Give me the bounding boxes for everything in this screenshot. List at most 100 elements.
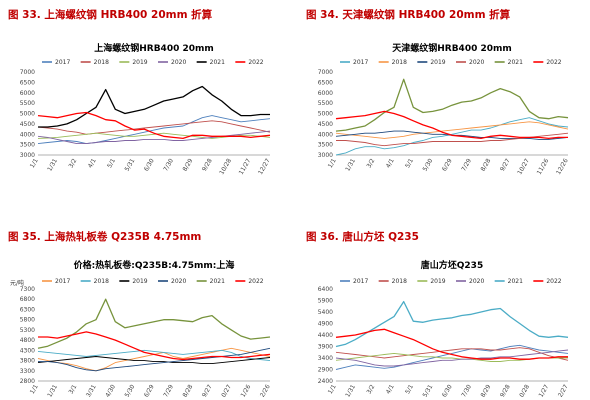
x-tick-label: 5/1 [404, 383, 415, 395]
y-tick-label: 2800 [20, 378, 35, 385]
x-tick-label: 5/1 [404, 157, 415, 169]
x-tick-label: 9/28 [201, 157, 214, 172]
legend-label-2020: 2020 [171, 278, 186, 285]
series-line-2020 [335, 349, 569, 367]
series-line-2022 [335, 328, 568, 360]
x-tick-label: 1/1 [29, 383, 40, 395]
legend-label-2019: 2019 [430, 59, 445, 66]
y-tick-label: 6500 [318, 79, 333, 86]
x-tick-label: 1/31 [344, 383, 357, 397]
y-tick-label: 5500 [318, 100, 333, 107]
x-tick-label: 11/26 [536, 157, 551, 176]
chart-title: 唐山方坯Q235 [421, 259, 483, 271]
chart-shanghai-hot-rolled-coil: 价格:热轧板卷:Q235B:4.75mm:上海元/吨 2017 2018 2019 20… [10, 259, 272, 397]
legend-label-2022: 2022 [546, 278, 561, 285]
chart-shanghai-rebar: 上海螺纹钢HRB400 20mm 2017 2018 2019 2020 2021 2022… [20, 42, 272, 176]
legend-label-2022: 2022 [248, 278, 263, 285]
x-tick-label: 10/27 [218, 383, 233, 397]
y-tick-label: 5500 [20, 100, 35, 107]
legend-label-2018: 2018 [94, 278, 109, 285]
figure-caption-35: 图 35. 上海热轧板卷 Q235B 4.75mm [8, 231, 202, 243]
y-tick-label: 4900 [318, 321, 333, 328]
y-tick-label: 4000 [20, 131, 35, 138]
x-tick-label: 7/29 [162, 383, 175, 397]
x-tick-label: 5/31 [422, 383, 435, 397]
legend-label-2020: 2020 [171, 59, 186, 66]
series-line-2018 [37, 120, 271, 135]
y-tick-label: 6300 [20, 306, 35, 313]
x-tick-label: 1/1 [327, 383, 338, 395]
x-tick-label: 4/30 [104, 383, 117, 397]
legend-label-2021: 2021 [210, 59, 225, 66]
y-tick-label: 6000 [318, 90, 333, 97]
figure-caption-34: 图 34. 天津螺纹钢 HRB400 20mm 折算 [306, 9, 511, 21]
figure-caption-33: 图 33. 上海螺纹钢 HRB400 20mm 折算 [8, 9, 213, 21]
legend-label-2018: 2018 [392, 59, 407, 66]
y-tick-label: 5000 [20, 111, 35, 118]
series-line-2020 [37, 130, 271, 145]
y-tick-label: 3400 [318, 355, 333, 362]
y-tick-label: 3300 [20, 368, 35, 375]
y-tick-label: 4500 [20, 121, 35, 128]
y-tick-label: 3500 [20, 142, 35, 149]
y-tick-label: 3900 [318, 344, 333, 351]
x-tick-label: 3/2 [366, 157, 377, 169]
series-line-2021 [335, 300, 569, 348]
chart-title: 上海螺纹钢HRB400 20mm [94, 42, 214, 54]
x-tick-label: 9/27 [499, 157, 512, 172]
y-tick-label: 6400 [318, 286, 333, 293]
legend-label-2017: 2017 [55, 278, 70, 285]
x-tick-label: 5/1 [106, 157, 117, 169]
x-tick-label: 3/1 [68, 383, 79, 395]
y-tick-label: 5800 [20, 317, 35, 324]
chart-tangshan-billet: 唐山方坯Q235 2017 2018 2019 2020 2021 2022 2400 2900… [318, 259, 570, 397]
x-tick-label: 1/1 [327, 157, 338, 169]
y-tick-label: 4300 [20, 347, 35, 354]
series-line-2021 [335, 78, 569, 132]
x-tick-label: 7/29 [460, 157, 473, 172]
y-tick-label: 6800 [20, 296, 35, 303]
legend-label-2020: 2020 [469, 59, 484, 66]
chart-title: 价格:热轧板卷:Q235B:4.75mm:上海 [74, 259, 235, 271]
y-tick-label: 5400 [318, 309, 333, 316]
y-tick-label: 5900 [318, 298, 333, 305]
x-tick-label: 12/26 [257, 383, 272, 397]
x-tick-label: 6/30 [441, 383, 454, 397]
series-line-2021 [37, 298, 271, 349]
y-tick-label: 5000 [318, 111, 333, 118]
y-tick-label: 2900 [318, 367, 333, 374]
y-tick-label: 7000 [20, 69, 35, 76]
y-tick-label: 4800 [20, 337, 35, 344]
series-line-2017 [335, 344, 569, 370]
x-tick-label: 8/28 [480, 157, 493, 172]
y-tick-label: 3800 [20, 358, 35, 365]
y-tick-label: 3000 [20, 152, 35, 159]
x-tick-label: 6/30 [143, 157, 156, 172]
legend-label-2017: 2017 [55, 59, 70, 66]
y-tick-label: 4000 [318, 131, 333, 138]
chart-title: 天津螺纹钢HRB400 20mm [392, 42, 512, 54]
series-line-2020 [38, 347, 271, 372]
legend-label-2021: 2021 [508, 278, 523, 285]
x-tick-label: 12/27 [257, 157, 272, 176]
x-tick-label: 3/2 [68, 157, 79, 169]
x-tick-label: 11/26 [238, 383, 253, 397]
legend-label-2020: 2020 [469, 278, 484, 285]
series-line-2022 [38, 331, 271, 361]
y-tick-label: 6500 [20, 79, 35, 86]
x-tick-label: 12/27 [555, 383, 570, 397]
x-tick-label: 10/27 [516, 157, 531, 176]
x-tick-label: 9/28 [499, 383, 512, 397]
x-tick-label: 11/27 [536, 383, 551, 397]
legend-label-2021: 2021 [210, 278, 225, 285]
y-tick-label: 5300 [20, 327, 35, 334]
y-tick-label: 2400 [318, 378, 333, 385]
series-line-2022 [335, 110, 568, 140]
x-tick-label: 9/27 [201, 383, 214, 397]
x-tick-label: 7/30 [162, 157, 175, 172]
series-line-2021 [38, 85, 270, 128]
legend-label-2018: 2018 [94, 59, 109, 66]
x-tick-label: 12/26 [555, 157, 570, 176]
x-tick-label: 5/30 [124, 383, 137, 397]
x-tick-label: 10/28 [218, 157, 233, 176]
